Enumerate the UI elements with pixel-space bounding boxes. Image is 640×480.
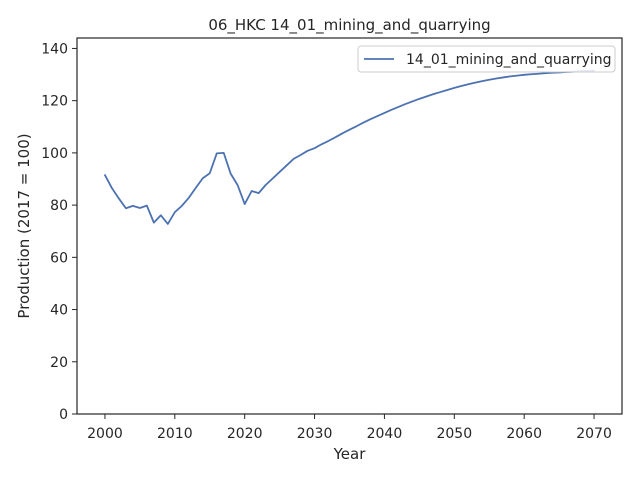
x-tick-label: 2010	[157, 426, 193, 442]
x-axis-label: Year	[333, 445, 367, 463]
y-tick-label: 0	[59, 407, 68, 423]
y-tick-label: 80	[50, 198, 68, 214]
x-tick-label: 2000	[87, 426, 123, 442]
x-tick-label: 2040	[367, 426, 403, 442]
axes-frame	[76, 37, 623, 415]
y-tick-label: 100	[41, 146, 68, 162]
series-line	[104, 69, 595, 225]
x-tick-label: 2070	[576, 426, 612, 442]
y-axis-label: Production (2017 = 100)	[15, 133, 33, 318]
y-tick-label: 120	[41, 94, 68, 110]
x-tick-label: 2060	[506, 426, 542, 442]
chart-title: 06_HKC 14_01_mining_and_quarrying	[208, 16, 490, 35]
x-tick-label: 2050	[436, 426, 472, 442]
y-tick-label: 40	[50, 303, 68, 319]
legend-entry: 14_01_mining_and_quarrying	[406, 52, 612, 68]
plot-area: 2000 2010 2020 2030 2040 2050 2060 207002040608…	[41, 37, 623, 442]
x-tick-label: 2030	[297, 426, 333, 442]
legend-box	[357, 45, 616, 73]
y-tick-label: 20	[50, 355, 68, 371]
x-tick-label: 2020	[227, 426, 263, 442]
y-tick-label: 140	[41, 41, 68, 57]
y-tick-label: 60	[50, 250, 68, 266]
